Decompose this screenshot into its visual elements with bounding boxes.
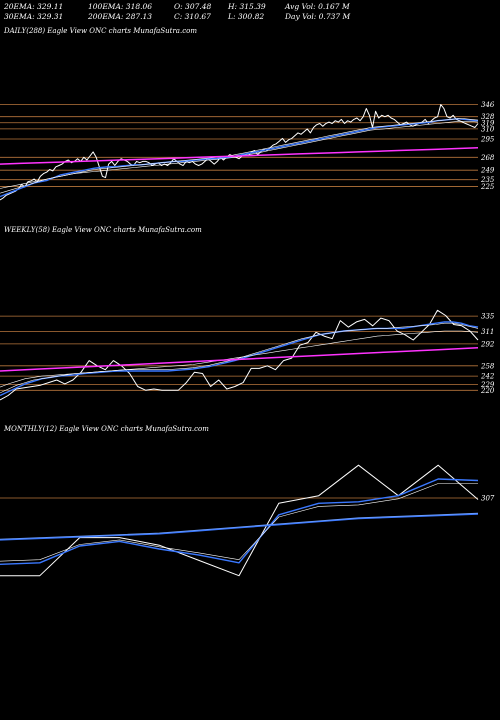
day-vol-readout: Day Vol: 0.737 M	[284, 12, 351, 21]
weekly-series-line-4	[0, 346, 479, 372]
daily-series-line-4	[0, 147, 479, 165]
daily-panel-title: DAILY(288) Eagle View ONC charts MunafaS…	[3, 27, 197, 35]
daily-series-line-2	[0, 118, 479, 194]
monthly-series-line-4	[0, 512, 479, 540]
weekly-level-label-4: 242	[480, 373, 495, 381]
weekly-level-label-6: 220	[480, 387, 495, 395]
close-readout: C: 310.67	[174, 12, 211, 21]
ema20-readout: 20EMA: 329.11	[3, 2, 63, 11]
daily-level-label-7: 235	[480, 176, 495, 184]
daily-level-label-5: 268	[480, 154, 495, 162]
ema100-readout: 100EMA: 318.06	[88, 2, 152, 11]
monthly-panel-title: MONTHLY(12) Eagle View ONC charts Munafa…	[3, 425, 209, 433]
daily-level-label-4: 295	[480, 136, 495, 144]
low-readout: L: 300.82	[227, 12, 264, 21]
daily-level-label-0: 346	[481, 101, 495, 109]
daily-level-label-1: 328	[481, 113, 495, 121]
daily-level-label-8: 225	[480, 183, 495, 191]
weekly-panel-title: WEEKLY(58) Eagle View ONC charts MunafaS…	[4, 226, 202, 234]
weekly-level-label-0: 335	[481, 313, 495, 321]
monthly-series-line-3	[0, 513, 479, 541]
monthly-level-label-0: 307	[481, 495, 495, 503]
monthly-series-line-2	[0, 483, 478, 562]
weekly-level-label-5: 229	[480, 381, 495, 389]
ema200-readout: 200EMA: 287.13	[87, 12, 152, 21]
header-stats: 20EMA: 329.11 30EMA: 329.31 100EMA: 318.…	[3, 2, 351, 21]
daily-level-label-3: 310	[481, 125, 495, 133]
monthly-series-line-1	[0, 478, 479, 565]
monthly-panel: 307	[0, 464, 495, 577]
open-readout: O: 307.48	[174, 2, 212, 11]
ema30-readout: 30EMA: 329.31	[4, 12, 63, 21]
high-readout: H: 315.39	[227, 2, 266, 11]
daily-series-line-0	[0, 104, 479, 201]
weekly-level-label-1: 311	[481, 328, 494, 336]
daily-level-label-2: 319	[481, 119, 495, 127]
weekly-level-label-3: 258	[480, 362, 495, 370]
avg-vol-readout: Avg Vol: 0.167 M	[284, 2, 350, 11]
daily-level-label-6: 249	[480, 167, 495, 175]
weekly-level-label-2: 292	[480, 340, 495, 348]
weekly-series-line-3	[0, 330, 479, 388]
